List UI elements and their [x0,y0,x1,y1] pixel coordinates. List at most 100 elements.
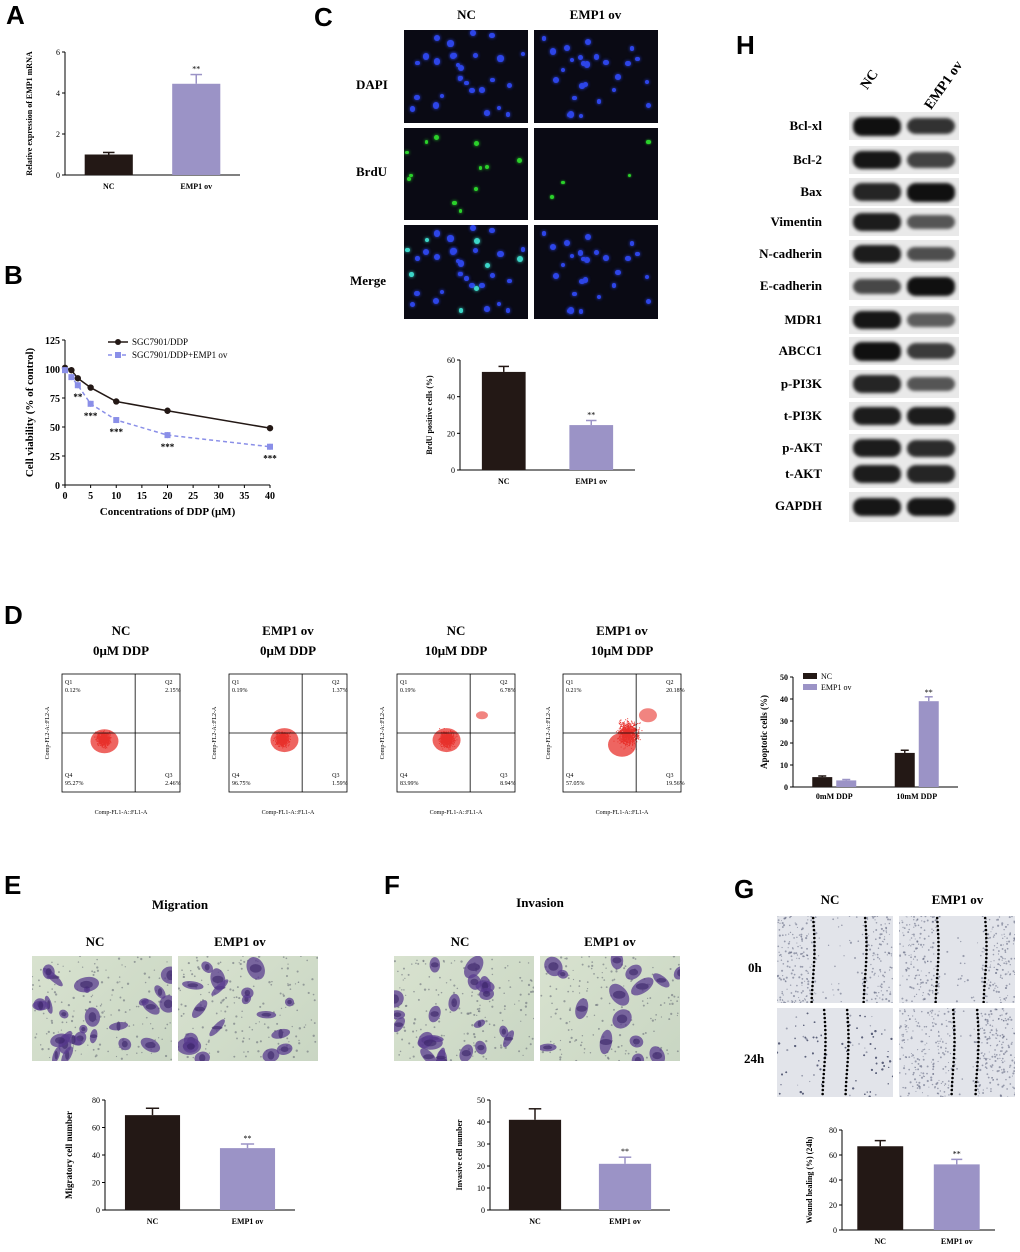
panel-f-col-nc: NC [450,934,470,949]
quadrant-v1: 0.19% [232,688,248,694]
panel-f-col-emp1: EMP1 ov [584,934,636,949]
panel-letter-a: A [6,0,25,30]
legend-label-1: EMP1 ov [821,683,851,692]
x-tick-label: EMP1 ov [575,477,607,486]
wb-label-mdr1: MDR1 [784,312,822,327]
bar-0 [481,371,526,470]
y-tick-label: 10 [780,761,788,770]
wb-band-emp1 [907,439,955,457]
quadrant-v3: 1.59% [332,781,348,787]
quadrant-v3: 8.94% [500,781,516,787]
wound-field [777,916,893,1003]
wb-band-nc [853,213,901,231]
wb-band-nc [853,150,901,170]
dapi-nc-image [404,30,528,123]
wb-band-emp1 [907,182,955,202]
panel-letter-c: C [314,2,333,32]
y-tick-label: 40 [447,393,455,402]
data-point [74,382,81,389]
wb-label-vimentin: Vimentin [770,214,822,229]
stained-cells [540,956,680,1061]
flow-density-q2 [475,711,488,720]
wb-row-abcc1 [849,337,959,365]
legend-swatch-1 [803,684,817,690]
wb-row-p-akt [849,434,959,462]
flow-plot-2: Q1 0.19% Q2 6.78% Q4 83.99% Q3 8.94% Comp-FL1-A:… [380,673,516,816]
y-axis-label: Migratory cell number [64,1111,74,1199]
flow-x-label: Comp-FL1-A::FL1-A [262,810,315,816]
data-point [87,400,94,407]
y-tick-label: 125 [45,336,60,347]
wb-band-emp1 [907,246,955,262]
wb-band-emp1 [907,407,955,425]
data-point [164,407,171,414]
y-tick-label: 75 [50,394,60,405]
quadrant-v4: 57.05% [566,781,585,787]
quadrant-q3: Q3 [332,773,339,779]
x-tick-label: NC [874,1237,886,1246]
panel-e-bar-chart: 0 20 40 60 80 Migratory cell number NC EMP1 ov *… [64,1096,295,1226]
bar-0-1 [836,780,857,787]
legend-label-0: NC [821,672,832,681]
panel-e-col-nc: NC [85,934,105,949]
quadrant-q1: Q1 [232,680,239,686]
x-tick-label: 0 [63,491,68,502]
wb-row-gapdh [849,492,959,522]
quadrant-q4: Q4 [232,773,239,779]
quadrant-v4: 83.99% [400,781,419,787]
panel-a-bar-chart: 0 2 4 6 Relative expression of EMP1 mRNA NC EM… [25,48,240,191]
significance-mark: ** [953,1149,961,1158]
x-tick-label: 5 [88,491,93,502]
x-tick-label: 10 [111,491,121,502]
wb-row-e-cadherin [849,272,959,300]
data-point [68,366,75,374]
flow-density-core [270,728,299,753]
y-tick-label: 0 [55,481,60,492]
wb-label-abcc1: ABCC1 [778,343,822,358]
data-point [113,398,120,405]
significance-mark: ** [244,1134,252,1143]
bar-1 [598,1163,652,1210]
panel-c-col-nc: NC [457,7,476,22]
wb-label-bcl-xl: Bcl-xl [789,118,823,133]
flow-density-core [90,729,119,754]
significance-mark: ** [621,1147,629,1156]
wb-band-emp1 [907,313,955,327]
panel-b-line-chart: 0 25 50 75 100 125 0 5 10 15 20 25 30 35 40 Concentrati… [24,336,277,518]
wb-label-e-cadherin: E-cadherin [759,278,822,293]
flow-plot-0: Q1 0.12% Q2 2.15% Q4 95.27% Q3 2.46% Comp-FL1-A:… [45,673,181,816]
wb-band-emp1 [907,117,955,135]
quadrant-q3: Q3 [666,773,673,779]
panel-f-bar-chart: 0 10 20 30 40 50 Invasive cell number NC EMP1 ov… [455,1096,670,1226]
x-tick-label: 25 [188,491,198,502]
significance-mark: *** [263,454,277,464]
y-tick-label: 25 [50,452,60,463]
x-tick-label: 35 [239,491,249,502]
brdu-emp1-image [534,128,658,220]
flow-plot-3: Q1 0.21% Q2 20.18% Q4 57.05% Q3 19.56% Comp-FL1-… [546,673,685,816]
y-axis-label: Wound healing (%) (24h) [805,1136,814,1223]
legend-label-0: SGC7901/DDP [132,337,188,347]
bar-1-0 [894,752,915,787]
quadrant-q3: Q3 [165,773,172,779]
wb-label-t-akt: t-AKT [785,466,822,481]
y-axis-label: Relative expression of EMP1 mRNA [25,51,34,176]
bar-0 [84,154,133,175]
quadrant-v3: 19.56% [666,781,685,787]
wb-label-p-akt: p-AKT [782,440,822,455]
bar-0 [857,1146,904,1230]
legend-swatch-0 [803,673,817,679]
wb-band-emp1 [907,343,955,359]
y-tick-label: 20 [780,739,788,748]
panel-g-bar-chart: 0 20 40 60 80 Wound healing (%) (24h) NC EMP1 o… [805,1126,995,1246]
flow-y-label: Comp-FL2-A::FL2-A [45,706,51,759]
x-tick-label: EMP1 ov [941,1237,973,1246]
y-axis-label: BrdU positive cells (%) [425,375,434,455]
migration-emp1-image [178,956,318,1061]
y-tick-label: 0 [451,466,455,475]
panel-letter-b: B [4,260,23,290]
flow-header-dose-0: 0μM DDP [92,643,150,658]
wound-field [899,916,1015,1003]
x-tick-label: 30 [214,491,224,502]
quadrant-q1: Q1 [65,680,72,686]
